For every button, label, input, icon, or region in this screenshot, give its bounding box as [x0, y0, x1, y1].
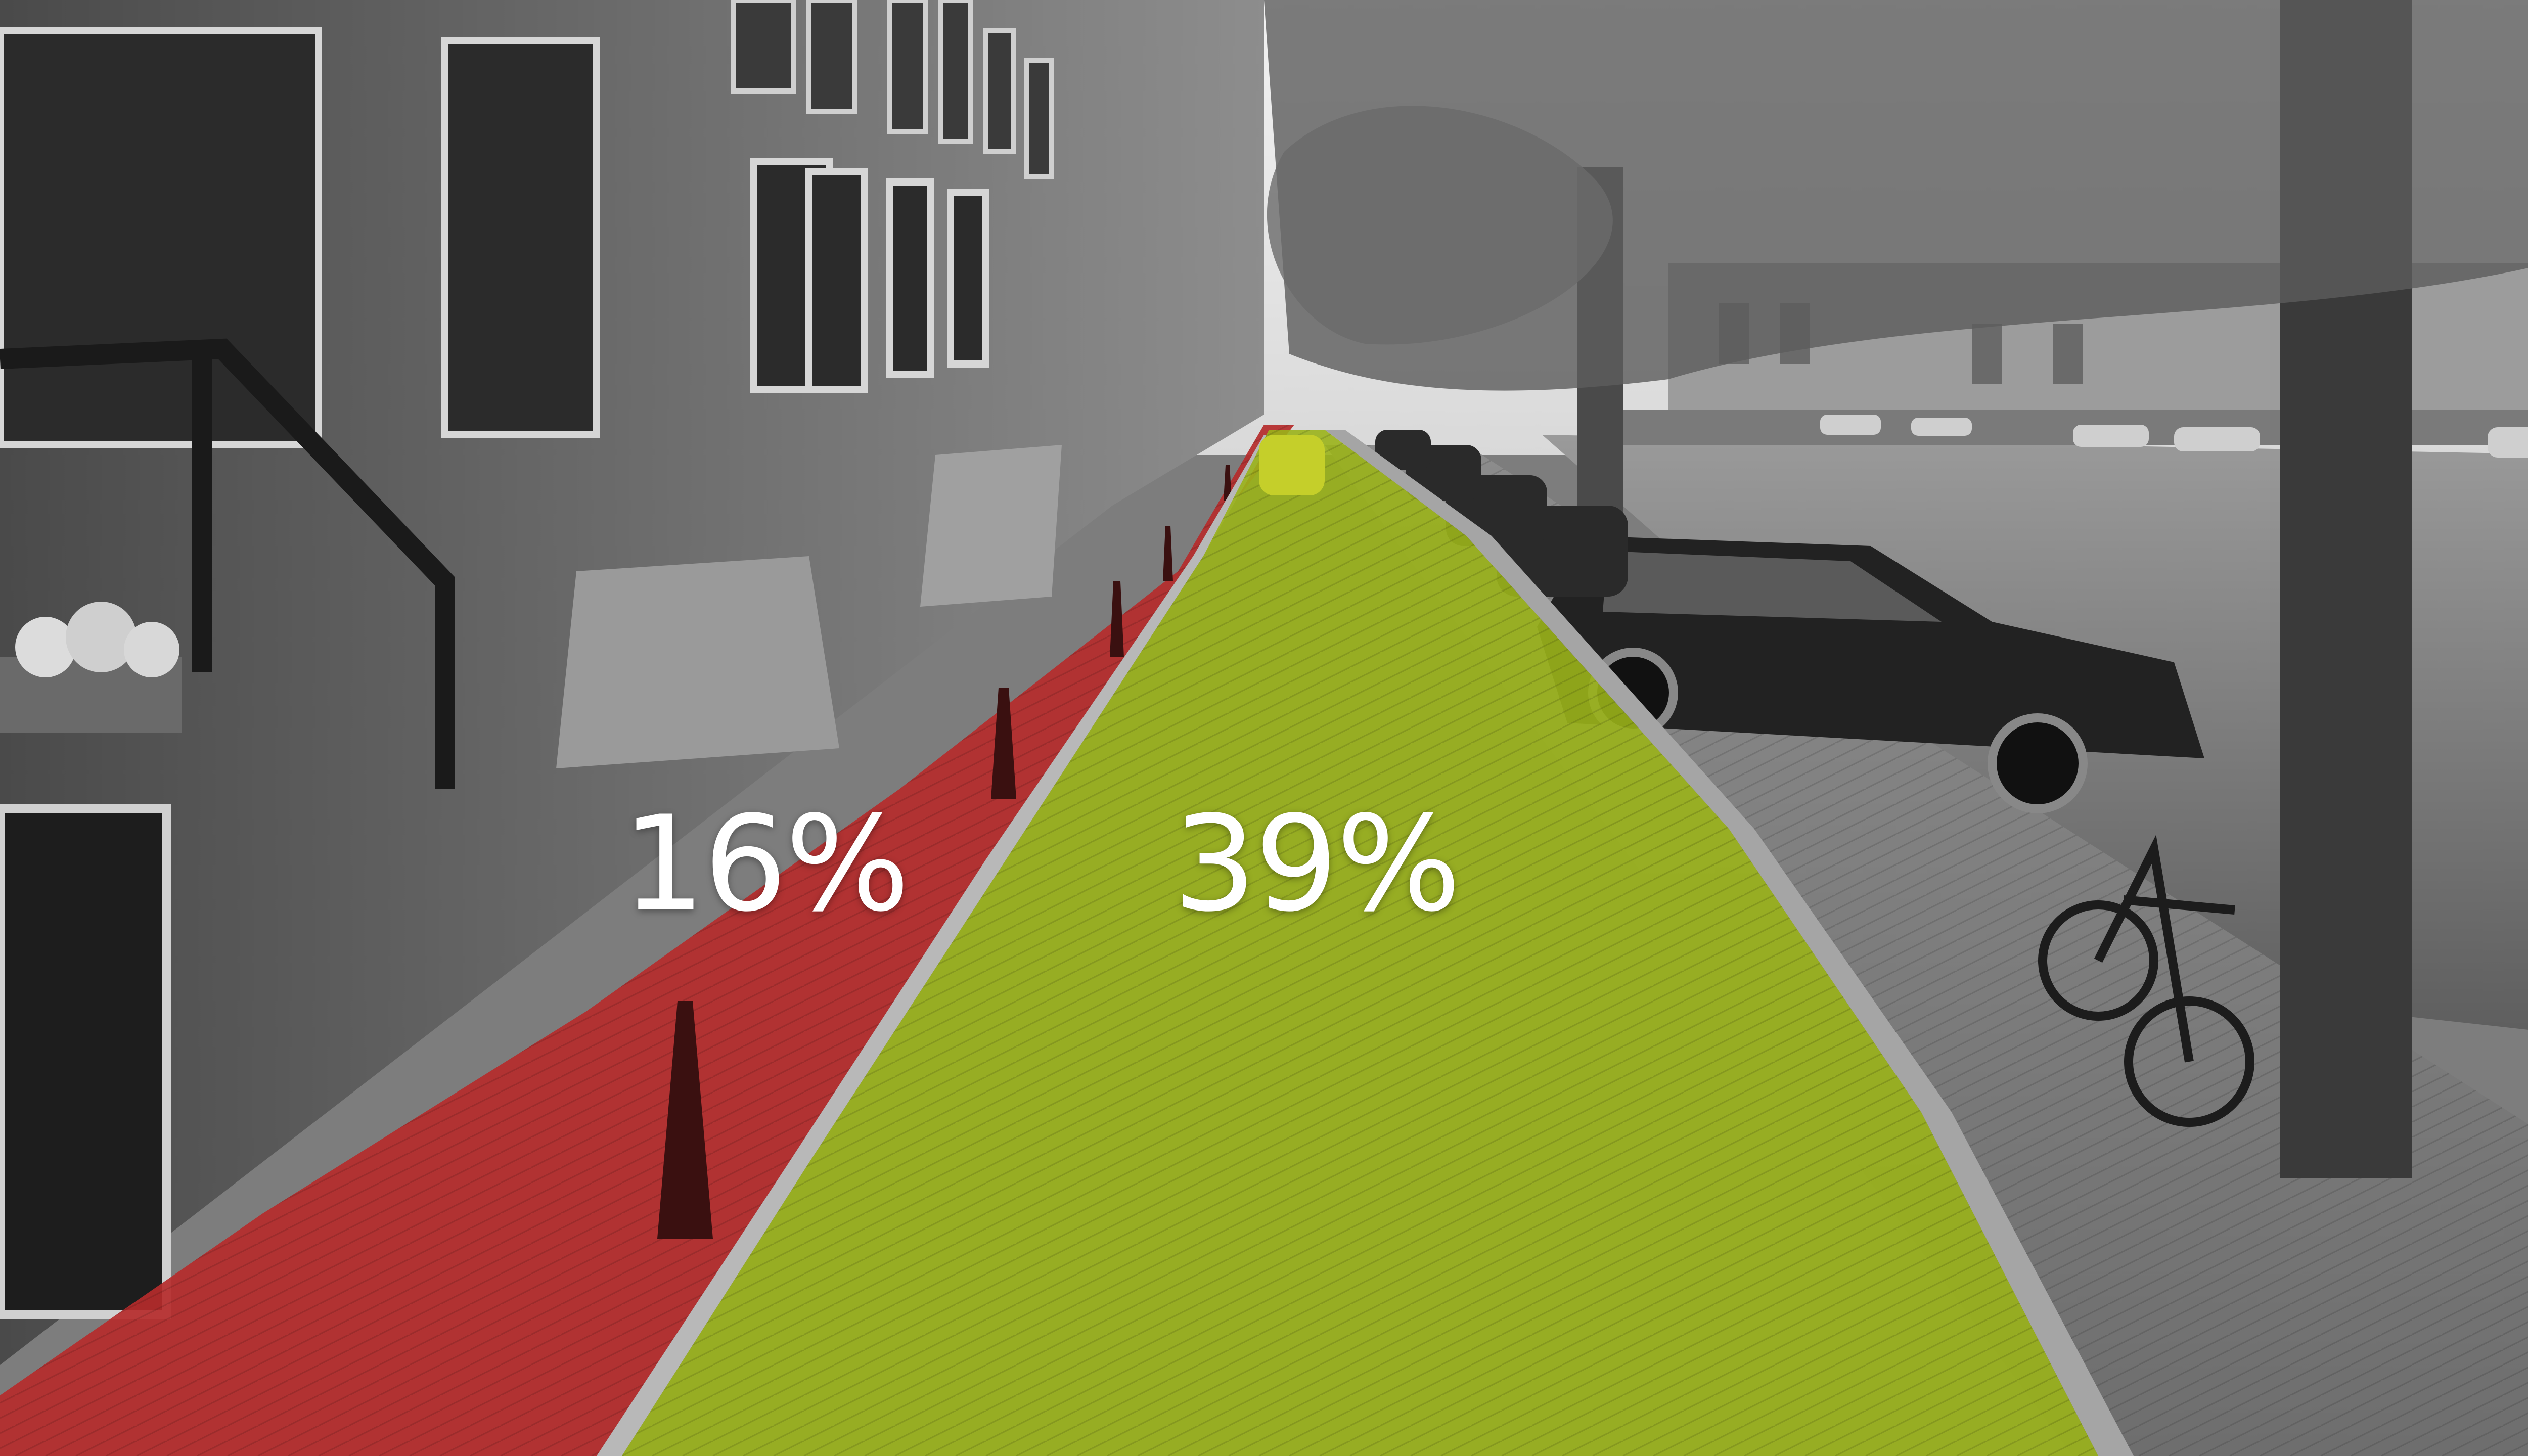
roadway-share-label: 39%: [1173, 788, 1461, 941]
bollard: [991, 688, 1016, 799]
sidewalk-share-label: 16%: [622, 788, 910, 941]
bollard: [1163, 526, 1173, 581]
bicycles: [2038, 835, 2254, 1127]
distant-car: [1259, 435, 1325, 495]
bollard: [1110, 581, 1124, 657]
entry-door: [0, 804, 171, 1319]
bollard: [657, 1001, 713, 1239]
bollard: [1224, 465, 1232, 500]
